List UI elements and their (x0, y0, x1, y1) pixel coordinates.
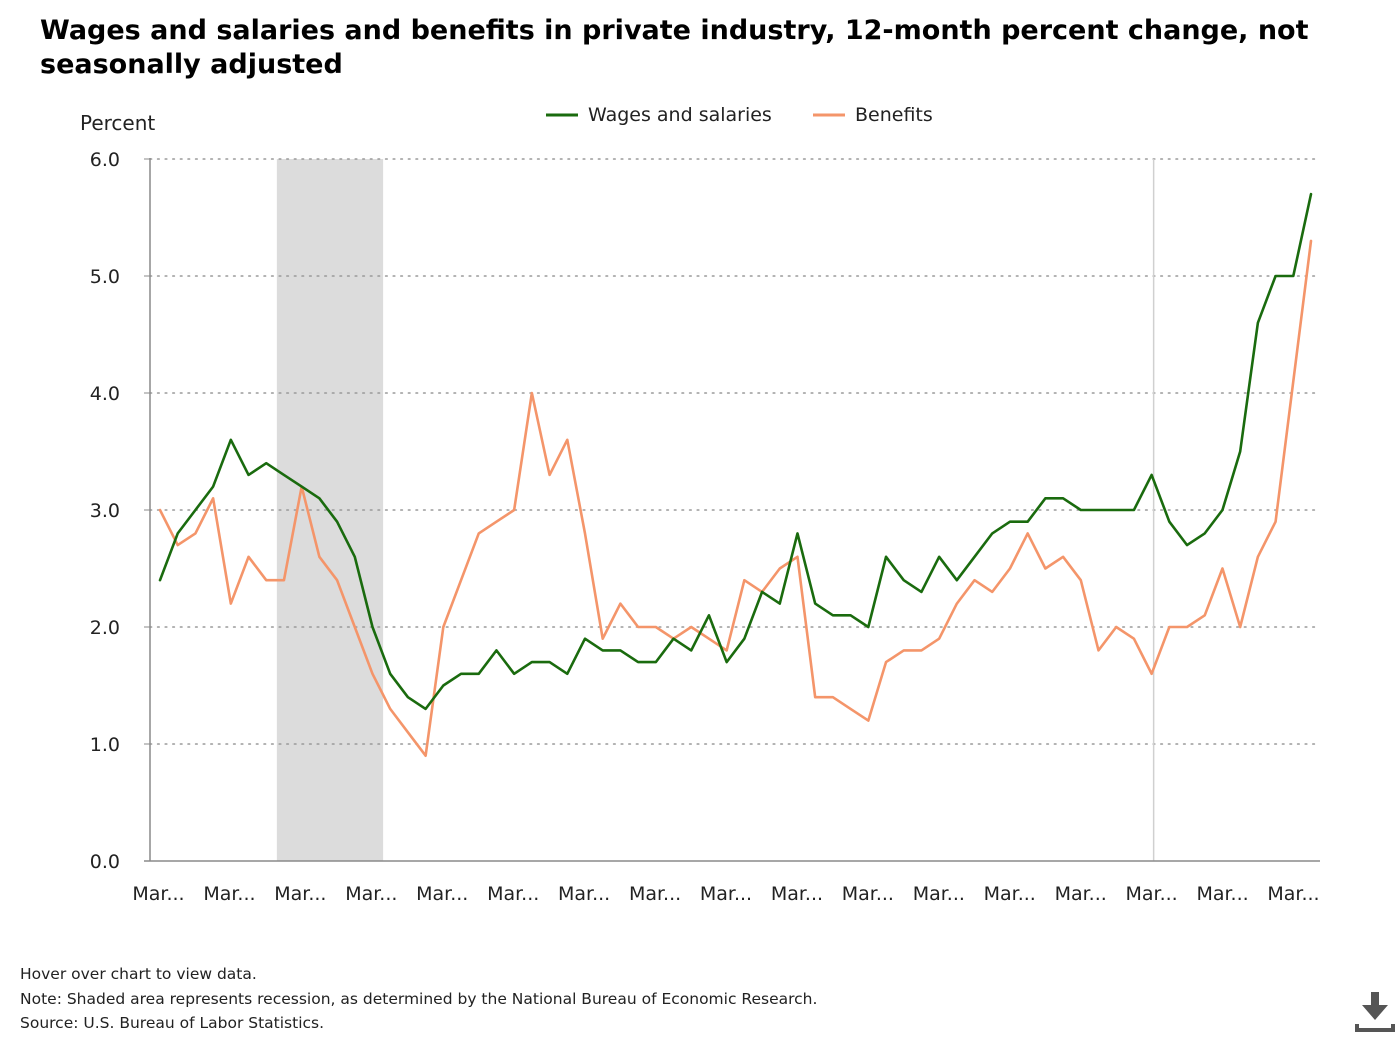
x-tick-label: Mar... (132, 883, 184, 905)
y-tick-label: 2.0 (90, 617, 120, 639)
series-line-wages-and-salaries[interactable] (158, 192, 1313, 711)
x-tick-label: Mar... (345, 883, 397, 905)
legend[interactable]: Wages and salaries Benefits (546, 104, 933, 126)
x-tick-label: Mar... (1267, 883, 1319, 905)
y-tick-label: 4.0 (90, 383, 120, 405)
legend-label[interactable]: Benefits (855, 104, 933, 126)
axis-layer: 0.0 1.0 2.0 3.0 4.0 5.0 6.0 Mar... Mar... Mar... M… (90, 149, 1320, 905)
series-line-benefits[interactable] (158, 239, 1313, 758)
hover-hint: Hover over chart to view data. (20, 965, 257, 983)
download-button[interactable] (1352, 990, 1396, 1034)
x-tick-label: Mar... (629, 883, 681, 905)
x-tick-label: Mar... (984, 883, 1036, 905)
y-axis-label: Percent (80, 111, 155, 135)
legend-label[interactable]: Wages and salaries (588, 104, 772, 126)
y-tick-label: 5.0 (90, 266, 120, 288)
series-layer[interactable] (158, 192, 1313, 758)
x-tick-label: Mar... (913, 883, 965, 905)
x-tick-label: Mar... (416, 883, 468, 905)
x-tick-label: Mar... (771, 883, 823, 905)
x-tick-label: Mar... (487, 883, 539, 905)
y-tick-label: 1.0 (90, 734, 120, 756)
x-tick-label: Mar... (700, 883, 752, 905)
chart-title: Wages and salaries and benefits in priva… (40, 15, 1309, 80)
source-note: Source: U.S. Bureau of Labor Statistics. (20, 1014, 325, 1032)
x-tick-label: Mar... (274, 883, 326, 905)
x-tick-label: Mar... (1126, 883, 1178, 905)
recession-shading (276, 159, 384, 861)
x-tick-label: Mar... (558, 883, 610, 905)
recession-shading-layer (276, 159, 384, 861)
chart-footer: Hover over chart to view data. Note: Sha… (20, 962, 817, 1036)
y-tick-label: 0.0 (90, 851, 120, 873)
x-tick-label: Mar... (1055, 883, 1107, 905)
recession-note: Note: Shaded area represents recession, … (20, 989, 818, 1008)
x-tick-label: Mar... (203, 883, 255, 905)
x-tick-label: Mar... (1196, 883, 1248, 905)
x-tick-label: Mar... (842, 883, 894, 905)
chart-area[interactable]: 0.0 1.0 2.0 3.0 4.0 5.0 6.0 Mar... Mar... Mar... M… (0, 0, 1400, 940)
download-icon (1355, 992, 1395, 1032)
y-tick-label: 6.0 (90, 149, 120, 171)
y-tick-label: 3.0 (90, 500, 120, 522)
